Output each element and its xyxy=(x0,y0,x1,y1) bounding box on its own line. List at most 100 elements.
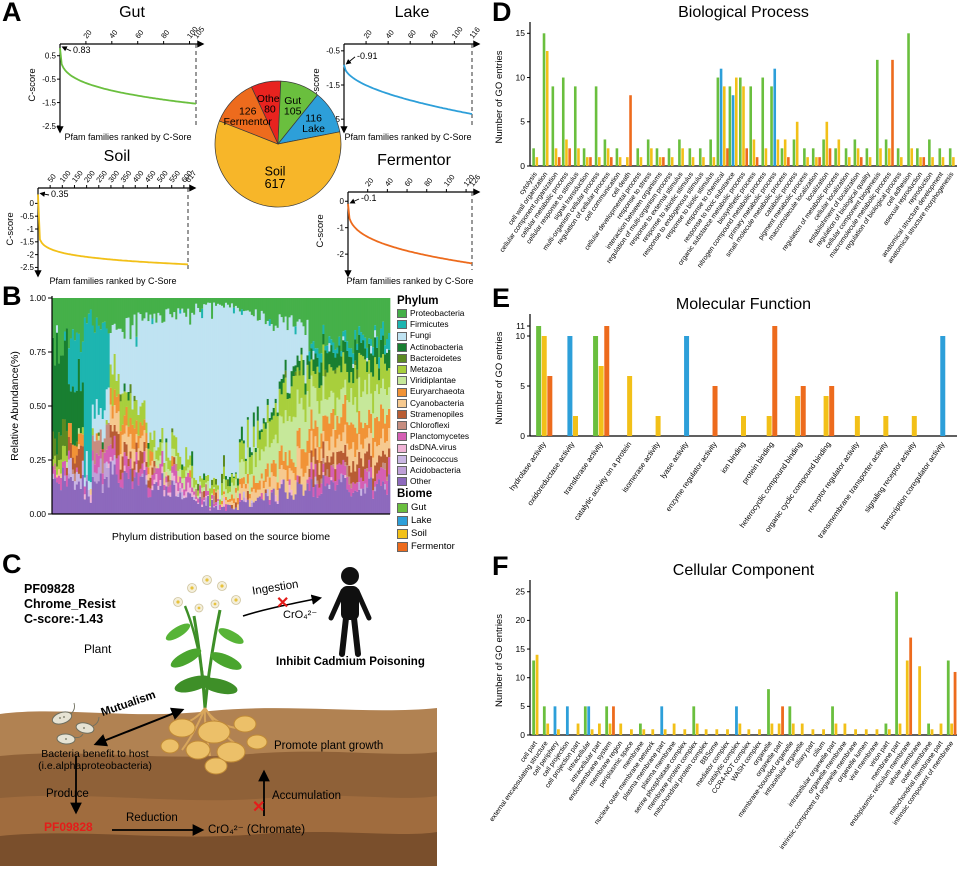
legend-item: dsDNA.virus xyxy=(397,442,491,453)
legend-swatch xyxy=(397,454,407,464)
cellular-component-bar-chart-svg: Cellular Component 0 5 10 15 20 25 Number of GO… xyxy=(489,562,957,851)
legend-label: Proteobacteria xyxy=(410,308,465,318)
legend-swatch xyxy=(397,515,408,526)
legend-item: Metazoa xyxy=(397,364,491,375)
legend-item: Acidobacteria xyxy=(397,465,491,476)
legend-item: Other xyxy=(397,476,491,487)
svg-text:100: 100 xyxy=(442,173,457,188)
legend-swatch xyxy=(397,331,407,341)
legend-label: Acidobacteria xyxy=(410,464,461,475)
legend-label: Lake xyxy=(411,515,432,527)
chromate-label: CrO₄²⁻ (Chromate) xyxy=(208,824,306,836)
legend-swatch xyxy=(397,443,407,453)
legend-item: Gut xyxy=(397,501,491,514)
pfam-id: PF09828 xyxy=(24,582,75,596)
pfam-cscore: C-score:-1.43 xyxy=(24,612,104,626)
svg-text:-1: -1 xyxy=(337,223,345,232)
svg-text:60: 60 xyxy=(133,28,145,40)
molecular-function-bar-chart: Molecular Function 0 5 10 11 Number of GO ent… xyxy=(490,292,967,558)
svg-text:10: 10 xyxy=(516,72,526,82)
bacteria-benefit-label: Bacteria benefit to host xyxy=(41,748,149,760)
svg-text:Soil: Soil xyxy=(265,165,286,179)
plant-illustration xyxy=(165,575,244,709)
legend-item: Actinobacteria xyxy=(397,342,491,353)
svg-text:-1.5: -1.5 xyxy=(326,81,340,90)
svg-text:Number of GO entries: Number of GO entries xyxy=(494,331,505,424)
svg-text:150: 150 xyxy=(70,169,85,184)
panel-label-c: C xyxy=(2,549,22,579)
chromate-ion-label: CrO₄²⁻ xyxy=(283,609,318,621)
legend-label: Fungi xyxy=(410,330,431,341)
svg-text:Other: Other xyxy=(257,93,284,105)
svg-text:catalytic activity on a protei: catalytic activity on a protein xyxy=(572,440,633,522)
legend-label: Planctomycetes xyxy=(410,431,470,442)
legend-label: Euryarchaeota xyxy=(410,386,465,397)
svg-text:enzyme regulator activity: enzyme regulator activity xyxy=(664,440,719,513)
go-bars xyxy=(532,591,957,735)
legend-swatch xyxy=(397,376,407,386)
legend-swatch xyxy=(397,465,407,475)
panel-c-art xyxy=(0,567,437,866)
legend-swatch xyxy=(397,432,407,442)
svg-text:100: 100 xyxy=(58,169,73,184)
legend-item: Bacteroidetes xyxy=(397,353,491,364)
pfam-name: Chrome_Resist xyxy=(24,597,116,611)
phylum-stacked-bar-chart: 1.00 0.75 0.50 0.25 0.00 Relative Abundance(%… xyxy=(6,290,394,558)
svg-text:0: 0 xyxy=(340,197,345,206)
plant-roots-and-tubers xyxy=(160,707,268,775)
svg-text:10: 10 xyxy=(516,672,526,682)
svg-text:25: 25 xyxy=(516,587,526,597)
legend-swatch xyxy=(397,528,408,539)
legend-item: Firmicutes xyxy=(397,319,491,330)
svg-text:350: 350 xyxy=(119,169,134,184)
svg-text:Number of GO entries: Number of GO entries xyxy=(494,614,505,707)
pie-slice-soil xyxy=(214,120,342,208)
legend-swatch xyxy=(397,320,407,330)
legend-item: Chloroflexi xyxy=(397,420,491,431)
bacteria-benefit-label-2: (i.e.alphaproteobacteria) xyxy=(38,760,152,772)
svg-text:-0.91: -0.91 xyxy=(357,51,378,61)
panel-label-f: F xyxy=(492,551,509,581)
panel-c-diagram: PF09828 Chrome_Resist C-score:-1.43 Plan… xyxy=(0,558,445,873)
svg-text:450: 450 xyxy=(143,169,158,184)
svg-text:0.50: 0.50 xyxy=(29,401,46,411)
svg-text:-1.5: -1.5 xyxy=(42,98,56,107)
legend-title: Phylum xyxy=(397,295,439,307)
phylum-stacked-bar-chart-svg: 1.00 0.75 0.50 0.25 0.00 Relative Abundance(%… xyxy=(9,293,391,543)
svg-text:200: 200 xyxy=(82,169,97,184)
svg-text:80: 80 xyxy=(159,28,171,40)
legend-title: Biome xyxy=(397,488,433,501)
reduction-label: Reduction xyxy=(126,812,178,824)
legend-label: Firmicutes xyxy=(410,319,449,330)
svg-text:-0.5: -0.5 xyxy=(42,75,56,84)
svg-text:40: 40 xyxy=(383,176,395,188)
legend-label: Cyanobacteria xyxy=(410,397,465,408)
svg-text:20: 20 xyxy=(516,615,526,625)
svg-text:126: 126 xyxy=(239,105,257,117)
svg-text:-1.5: -1.5 xyxy=(20,238,34,247)
legend-item: Planctomycetes xyxy=(397,431,491,442)
svg-text:0.83: 0.83 xyxy=(73,45,91,55)
diagram-arrows xyxy=(70,594,323,836)
svg-text:C-score: C-score xyxy=(315,214,326,247)
svg-text:Lake: Lake xyxy=(395,4,430,21)
svg-text:-2.5: -2.5 xyxy=(42,122,56,131)
svg-text:40: 40 xyxy=(384,28,396,40)
svg-text:Molecular Function: Molecular Function xyxy=(676,296,811,313)
legend-label: Deinococcus xyxy=(410,453,458,464)
legend-swatch xyxy=(397,409,407,419)
svg-text:80: 80 xyxy=(428,28,440,40)
legend-swatch xyxy=(397,387,407,397)
fermentor-cscore-chart: Fermentor 20 40 60 80 100 120 126 0 -1 -2 C-score -0… xyxy=(314,150,486,288)
svg-text:15: 15 xyxy=(516,644,526,654)
svg-text:0.75: 0.75 xyxy=(29,347,46,357)
mutualism-arrow xyxy=(93,707,185,747)
legend-swatch xyxy=(397,342,407,352)
legend-label: Other xyxy=(410,476,431,487)
gut-cscore-chart: Gut 20 40 60 80 100 105 0.5 -0.5 -1.5 -2.5 C-score 0… xyxy=(26,2,210,144)
svg-text:Number of GO entries: Number of GO entries xyxy=(494,50,505,143)
panel-label-a: A xyxy=(2,0,22,27)
svg-text:5: 5 xyxy=(520,381,525,391)
legend-item: Fermentor xyxy=(397,540,491,553)
